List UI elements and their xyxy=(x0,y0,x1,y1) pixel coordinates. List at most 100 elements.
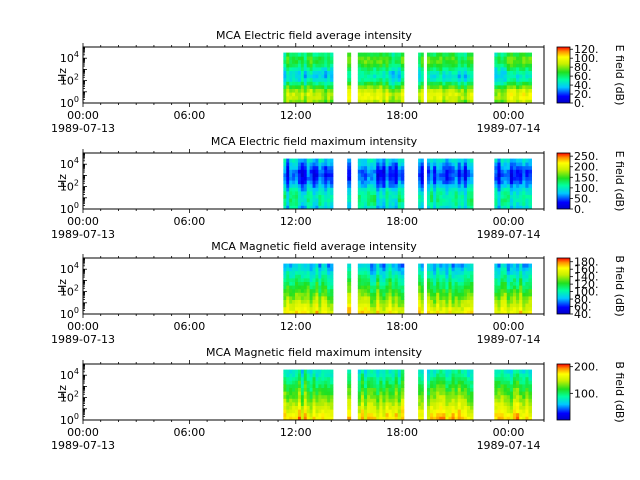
spectrogram-cell xyxy=(289,409,293,414)
spectrogram-cell xyxy=(430,303,434,308)
spectrogram-cell xyxy=(367,380,371,385)
spectrogram-cell xyxy=(506,70,511,75)
spectrogram-cell xyxy=(509,70,514,75)
spectrogram-cell xyxy=(303,162,308,167)
spectrogram-cell xyxy=(420,306,424,311)
spectrogram-cell xyxy=(347,173,352,177)
spectrogram-cell xyxy=(457,183,462,188)
spectrogram-cell xyxy=(347,162,352,167)
spectrogram-cell xyxy=(397,77,402,82)
spectrogram-cell xyxy=(388,409,393,414)
spectrogram-cell xyxy=(418,191,422,195)
spectrogram-cell xyxy=(289,165,293,170)
spectrogram-cell xyxy=(525,285,529,290)
spectrogram-cell xyxy=(506,409,511,414)
spectrogram-cell xyxy=(497,56,501,61)
spectrogram-cell xyxy=(300,274,305,279)
spectrogram-cell xyxy=(497,95,501,100)
spectrogram-cell xyxy=(397,412,402,417)
spectrogram-cell xyxy=(321,67,325,71)
spectrogram-cell xyxy=(463,92,468,97)
spectrogram-cell xyxy=(394,285,399,290)
spectrogram-cell xyxy=(367,92,371,97)
spectrogram-cell xyxy=(500,398,505,403)
spectrogram-cell xyxy=(309,169,313,174)
spectrogram-cell xyxy=(303,59,308,64)
spectrogram-cell xyxy=(297,380,302,385)
spectrogram-cell xyxy=(385,310,389,315)
spectrogram-cell xyxy=(286,67,290,71)
spectrogram-cell xyxy=(418,409,422,414)
spectrogram-cell xyxy=(426,176,431,181)
spectrogram-cell xyxy=(357,402,362,406)
spectrogram-cell xyxy=(433,194,437,199)
spectrogram-cell xyxy=(430,63,434,68)
spectrogram-cell xyxy=(397,409,402,414)
spectrogram-cell xyxy=(506,77,511,82)
spectrogram-cell xyxy=(382,405,386,410)
spectrogram-cell xyxy=(445,187,449,192)
spectrogram-cell xyxy=(528,412,532,417)
spectrogram-cell xyxy=(500,376,505,381)
spectrogram-cell xyxy=(309,165,313,170)
spectrogram-cell xyxy=(292,187,296,192)
spectrogram-cell xyxy=(391,74,396,79)
spectrogram-cell xyxy=(528,409,532,414)
spectrogram-cell xyxy=(283,409,287,414)
spectrogram-cell xyxy=(318,205,322,210)
spectrogram-cell xyxy=(397,285,402,290)
spectrogram-cell xyxy=(494,70,498,75)
spectrogram-cell xyxy=(330,56,334,61)
spectrogram-cell xyxy=(324,173,328,177)
spectrogram-cell xyxy=(509,310,514,315)
spectrogram-cell xyxy=(451,59,456,64)
spectrogram-cell xyxy=(321,183,325,188)
spectrogram-cell xyxy=(382,387,386,392)
spectrogram-cell xyxy=(376,391,380,396)
spectrogram-cell xyxy=(436,310,440,315)
spectrogram-cell xyxy=(347,158,352,163)
spectrogram-cell xyxy=(309,398,313,403)
spectrogram-cell xyxy=(470,158,474,163)
spectrogram-cell xyxy=(451,409,456,414)
spectrogram-cell xyxy=(516,267,520,272)
spectrogram-cell xyxy=(300,158,305,163)
spectrogram-cell xyxy=(460,270,465,275)
spectrogram-cell xyxy=(385,369,389,374)
spectrogram-cell xyxy=(457,405,462,410)
spectrogram-cell xyxy=(385,263,389,268)
spectrogram-cell xyxy=(397,376,402,381)
spectrogram-cell xyxy=(451,99,456,104)
spectrogram-cell xyxy=(426,405,431,410)
spectrogram-cell xyxy=(394,394,399,399)
spectrogram-cell xyxy=(522,299,526,304)
spectrogram-cell xyxy=(297,52,302,57)
spectrogram-cell xyxy=(312,63,316,68)
spectrogram-cell xyxy=(506,176,511,181)
spectrogram-cell xyxy=(306,369,311,374)
spectrogram-cell xyxy=(373,201,377,206)
spectrogram-cell xyxy=(436,299,440,304)
spectrogram-cell xyxy=(370,77,374,82)
spectrogram-cell xyxy=(519,67,523,71)
spectrogram-cell xyxy=(363,391,368,396)
spectrogram-cell xyxy=(385,88,389,93)
spectrogram-cell xyxy=(519,77,523,82)
spectrogram-cell xyxy=(503,169,508,174)
spectrogram-cell xyxy=(297,405,302,410)
spectrogram-cell xyxy=(512,92,517,97)
spectrogram-cell xyxy=(442,281,446,286)
spectrogram-cell xyxy=(420,274,424,279)
spectrogram-cell xyxy=(436,303,440,308)
spectrogram-cell xyxy=(442,162,446,167)
spectrogram-cell xyxy=(522,92,526,97)
spectrogram-cell xyxy=(512,191,517,195)
spectrogram-cell xyxy=(388,281,393,286)
spectrogram-cell xyxy=(470,402,474,406)
spectrogram-cell xyxy=(306,263,311,268)
spectrogram-cell xyxy=(327,296,331,300)
spectrogram-cell xyxy=(436,74,440,79)
spectrogram-cell xyxy=(497,376,501,381)
spectrogram-cell xyxy=(388,263,393,268)
spectrogram-cell xyxy=(330,198,334,203)
